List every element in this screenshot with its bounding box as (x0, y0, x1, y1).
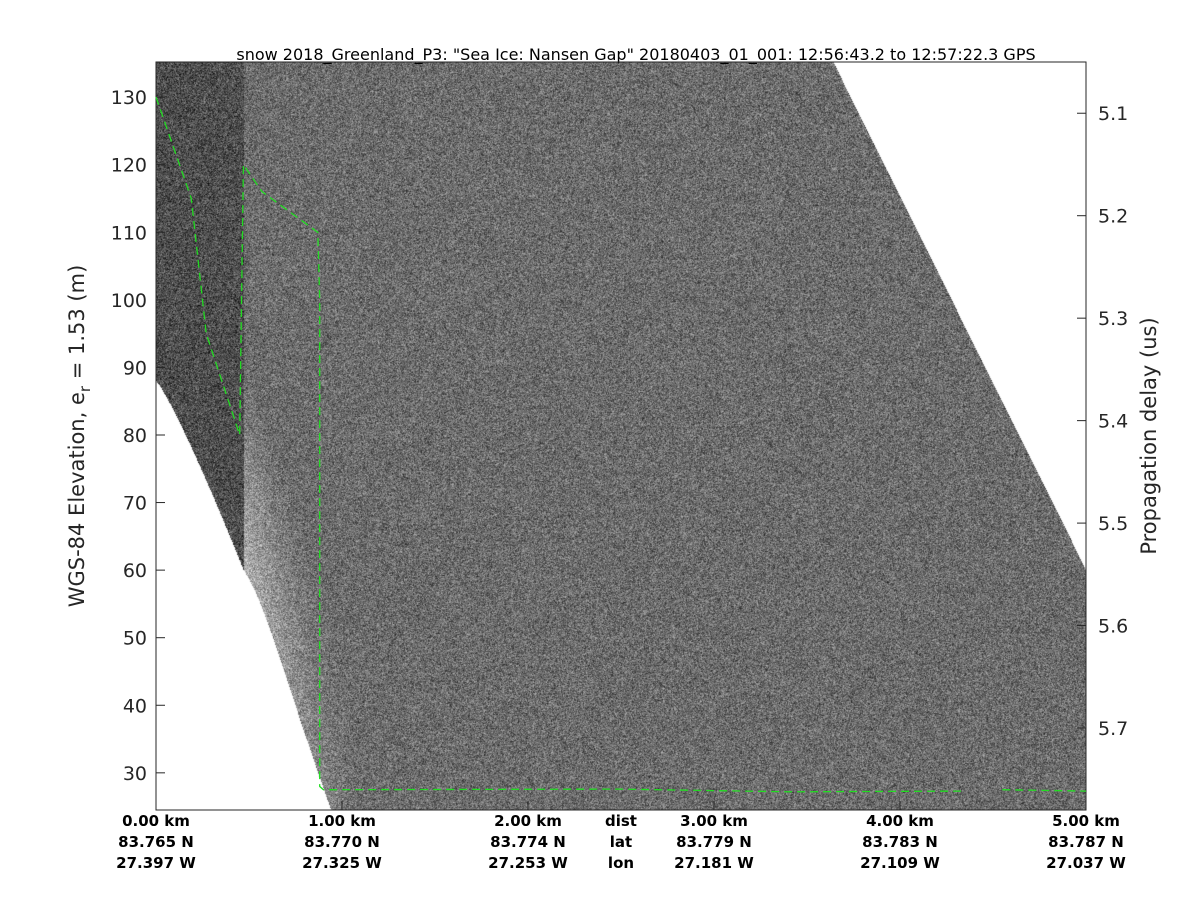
y-tick-label: 60 (123, 560, 147, 582)
x-tick-label-lat: 83.783 N (862, 833, 938, 851)
y2-tick-label: 5.4 (1098, 411, 1128, 433)
y-tick-label: 50 (123, 628, 147, 650)
y-tick-label: 130 (111, 87, 147, 109)
y2-tick-label: 5.1 (1098, 103, 1128, 125)
y-tick-label: 100 (111, 290, 147, 312)
y-tick-label: 120 (111, 155, 147, 177)
x-tick-label-lat: 83.774 N (490, 833, 566, 851)
y2-tick-label: 5.2 (1098, 206, 1128, 228)
x-tick-label-lon: 27.253 W (488, 854, 568, 872)
x-tick-label-lon: 27.325 W (302, 854, 382, 872)
y2-tick-label: 5.5 (1098, 513, 1128, 535)
x-row-label-lat: lat (610, 833, 632, 851)
y-tick-label: 40 (123, 695, 147, 717)
x-tick-label-dist: 2.00 km (494, 812, 562, 830)
layer-line (156, 97, 965, 792)
y-tick-label: 90 (123, 357, 147, 379)
y2-axis-label: Propagation delay (us) (1137, 317, 1161, 554)
x-tick-label-lon: 27.109 W (860, 854, 940, 872)
x-tick-label-lon: 27.037 W (1046, 854, 1126, 872)
x-row-label-dist: dist (605, 812, 637, 830)
x-tick-label-lon: 27.397 W (116, 854, 196, 872)
y2-tick-label: 5.3 (1098, 308, 1128, 330)
y-tick-label: 30 (123, 763, 147, 785)
x-tick-label-lat: 83.787 N (1048, 833, 1124, 851)
plot-frame (156, 62, 1086, 810)
x-tick-label-dist: 1.00 km (308, 812, 376, 830)
y-axis-label: WGS-84 Elevation, er = 1.53 (m) (65, 265, 94, 608)
x-row-label-lon: lon (608, 854, 634, 872)
y2-tick-label: 5.7 (1098, 718, 1128, 740)
x-tick-label-dist: 0.00 km (122, 812, 190, 830)
x-tick-label-lat: 83.779 N (676, 833, 752, 851)
x-tick-label-lat: 83.770 N (304, 833, 380, 851)
y-tick-label: 80 (123, 425, 147, 447)
y-tick-label: 70 (123, 493, 147, 515)
x-tick-label-lon: 27.181 W (674, 854, 754, 872)
x-tick-label-dist: 5.00 km (1052, 812, 1120, 830)
x-tick-label-dist: 3.00 km (680, 812, 748, 830)
x-tick-label-lat: 83.765 N (118, 833, 194, 851)
layer-line (1002, 790, 1086, 791)
x-tick-label-dist: 4.00 km (866, 812, 934, 830)
y-tick-label: 110 (111, 222, 147, 244)
y2-tick-label: 5.6 (1098, 616, 1128, 638)
